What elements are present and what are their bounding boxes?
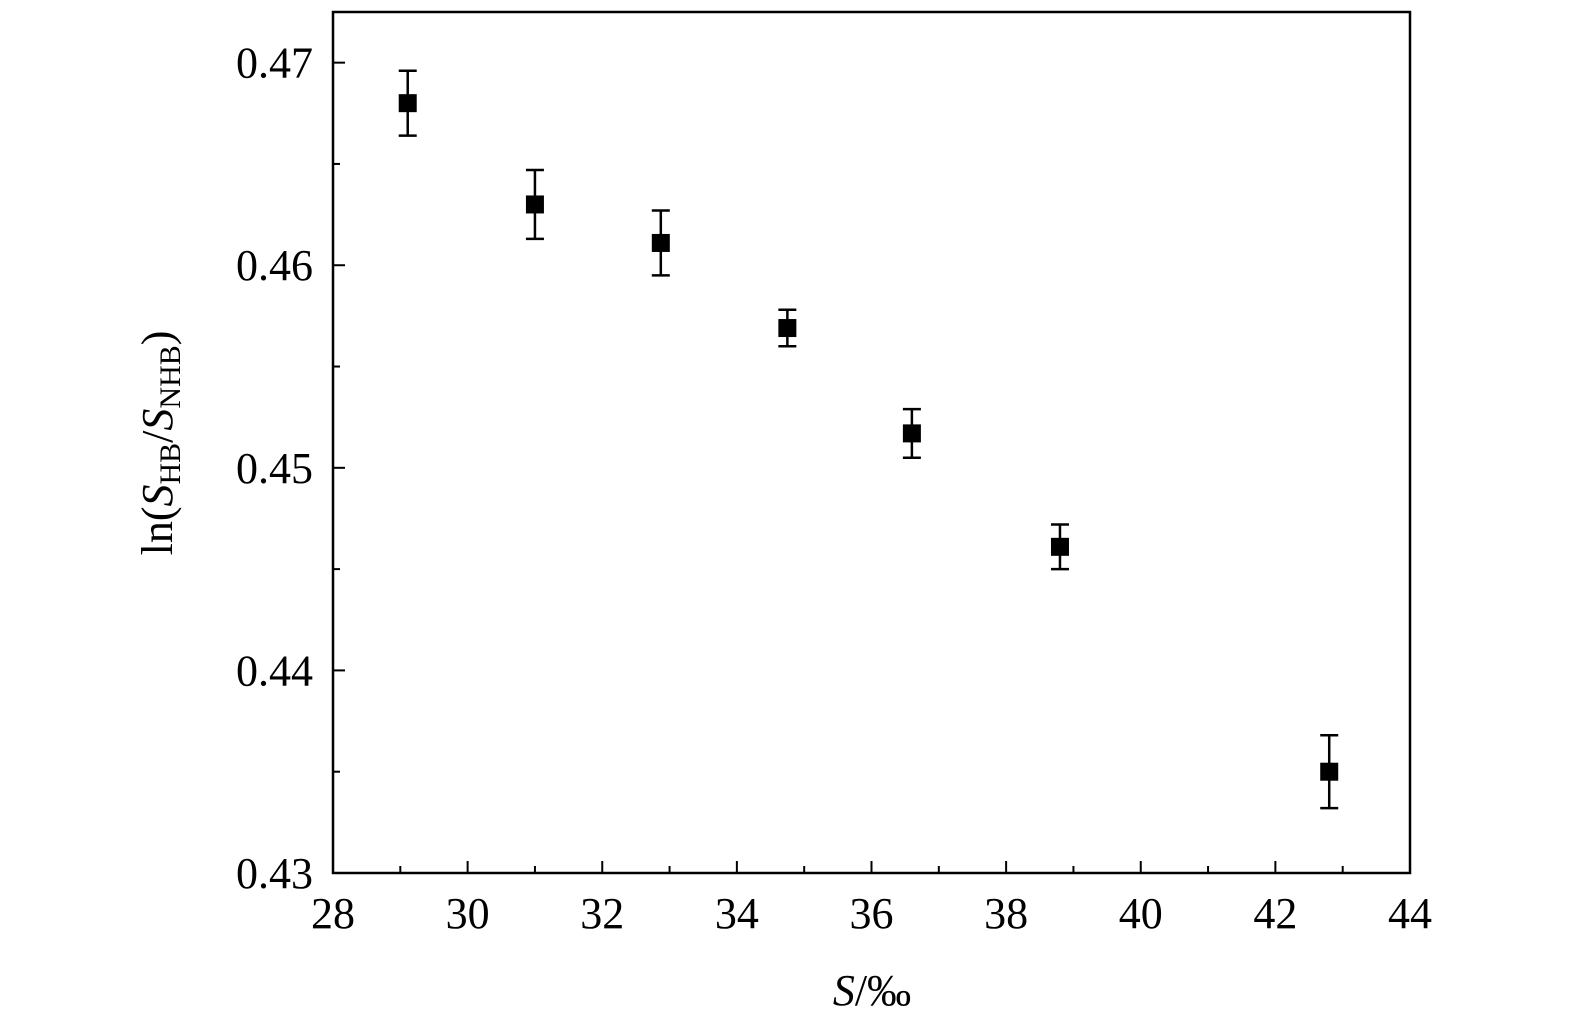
x-tick-label: 44 [1388,889,1432,938]
y-tick-label: 0.46 [236,241,313,290]
marker [1320,762,1339,781]
y-axis-label: ln(SHB/SNHB) [133,331,187,556]
y-tick-label: 0.44 [236,646,313,695]
y-label-part: HB [154,443,187,485]
x-tick-label: 42 [1253,889,1297,938]
marker [651,233,670,252]
marker [398,94,417,113]
x-tick-label: 38 [984,889,1028,938]
x-tick-label: 32 [580,889,624,938]
x-label-part: /‰ [855,966,911,1015]
y-label-part: / [133,430,182,443]
marker [525,195,544,214]
y-label-part: S [133,409,182,431]
x-tick-label: 30 [446,889,490,938]
marker [902,424,921,443]
y-label-part: ln( [133,507,182,556]
marker [778,319,797,338]
x-tick-label: 40 [1119,889,1163,938]
y-label-part: ) [133,331,182,346]
y-tick-label: 0.47 [236,39,313,88]
x-label-part: S [833,966,855,1015]
x-axis-label: S/‰ [833,966,911,1015]
y-label-part: S [133,485,182,507]
x-tick-label: 36 [850,889,894,938]
x-tick-label: 28 [311,889,355,938]
plot-frame [331,10,1412,875]
x-tick-label: 34 [715,889,759,938]
y-label-part: NHB [154,345,187,408]
y-tick-label: 0.43 [236,849,313,898]
marker [1050,537,1069,556]
y-tick-label: 0.45 [236,444,313,493]
